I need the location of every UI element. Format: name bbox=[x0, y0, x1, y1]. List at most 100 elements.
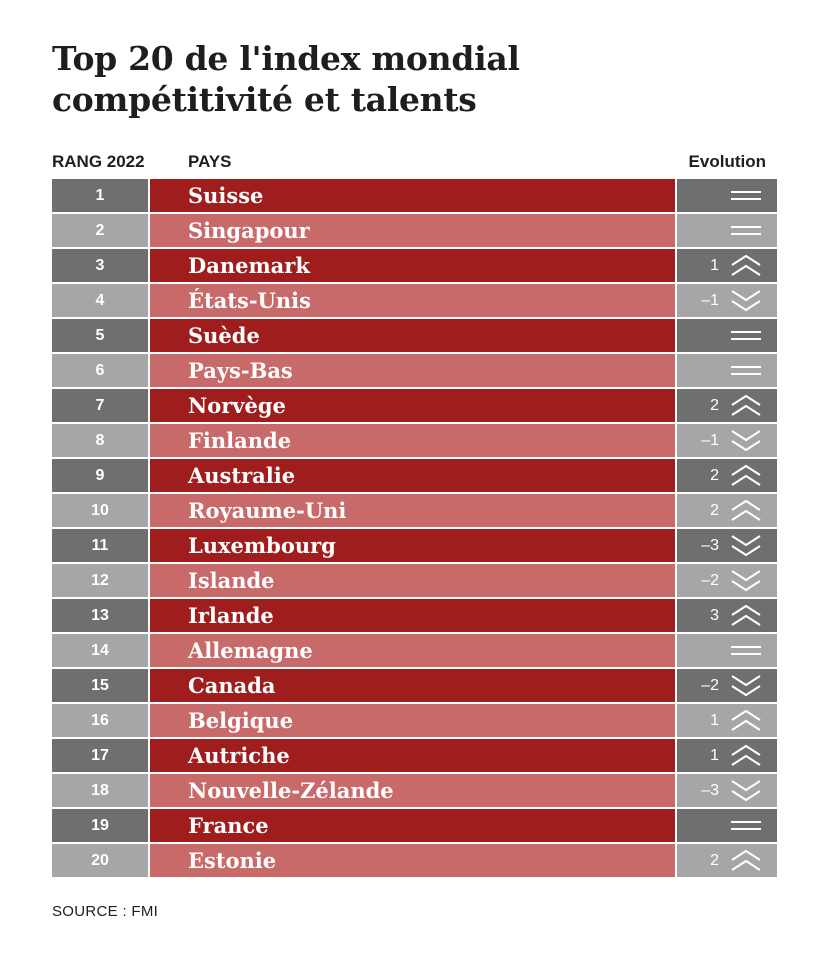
rank-cell: 11 bbox=[52, 529, 148, 562]
table-row: 13 Irlande 3 bbox=[52, 599, 777, 632]
rank-cell: 3 bbox=[52, 249, 148, 282]
chart-title-line-1: Top 20 de l'index mondial bbox=[52, 39, 520, 78]
evolution-value: 2 bbox=[710, 467, 719, 484]
rank-cell: 12 bbox=[52, 564, 148, 597]
header-evolution: Evolution bbox=[688, 152, 766, 171]
evolution-cell: 1 bbox=[677, 739, 777, 772]
evolution-cell bbox=[677, 179, 777, 212]
country-cell: Singapour bbox=[150, 214, 675, 247]
double-chevron-up-icon bbox=[729, 499, 763, 522]
double-chevron-down-icon bbox=[729, 674, 763, 697]
rank-cell: 16 bbox=[52, 704, 148, 737]
rank-cell: 20 bbox=[52, 844, 148, 877]
double-chevron-down-icon bbox=[729, 779, 763, 802]
country-cell: Australie bbox=[150, 459, 675, 492]
double-chevron-up-icon bbox=[729, 464, 763, 487]
evolution-cell: 3 bbox=[677, 599, 777, 632]
double-chevron-down-icon bbox=[729, 569, 763, 592]
table-row: 11 Luxembourg –3 bbox=[52, 529, 777, 562]
evolution-cell: –2 bbox=[677, 564, 777, 597]
table-row: 1 Suisse bbox=[52, 179, 777, 212]
evolution-value: 1 bbox=[710, 712, 719, 729]
rank-cell: 2 bbox=[52, 214, 148, 247]
double-chevron-up-icon bbox=[729, 849, 763, 872]
rank-cell: 7 bbox=[52, 389, 148, 422]
country-cell: États-Unis bbox=[150, 284, 675, 317]
rank-cell: 6 bbox=[52, 354, 148, 387]
country-cell: Norvège bbox=[150, 389, 675, 422]
country-cell: Irlande bbox=[150, 599, 675, 632]
evolution-cell: –1 bbox=[677, 424, 777, 457]
table-row: 15 Canada –2 bbox=[52, 669, 777, 702]
rank-cell: 1 bbox=[52, 179, 148, 212]
evolution-cell: 1 bbox=[677, 249, 777, 282]
evolution-value: –3 bbox=[701, 782, 719, 799]
table-row: 19 France bbox=[52, 809, 777, 842]
evolution-value: –1 bbox=[701, 432, 719, 449]
double-chevron-down-icon bbox=[729, 534, 763, 557]
evolution-cell: 2 bbox=[677, 389, 777, 422]
equal-icon bbox=[729, 184, 763, 207]
double-chevron-down-icon bbox=[729, 289, 763, 312]
rank-cell: 9 bbox=[52, 459, 148, 492]
rank-cell: 19 bbox=[52, 809, 148, 842]
evolution-value: –1 bbox=[701, 292, 719, 309]
evolution-value: –2 bbox=[701, 572, 719, 589]
country-cell: Islande bbox=[150, 564, 675, 597]
country-cell: France bbox=[150, 809, 675, 842]
evolution-cell bbox=[677, 809, 777, 842]
country-cell: Suède bbox=[150, 319, 675, 352]
country-cell: Allemagne bbox=[150, 634, 675, 667]
evolution-cell bbox=[677, 214, 777, 247]
double-chevron-up-icon bbox=[729, 604, 763, 627]
country-cell: Pays-Bas bbox=[150, 354, 675, 387]
table-row: 12 Islande –2 bbox=[52, 564, 777, 597]
chart-title-line-2: compétitivité et talents bbox=[52, 80, 477, 119]
evolution-cell: –2 bbox=[677, 669, 777, 702]
evolution-cell: 2 bbox=[677, 494, 777, 527]
equal-icon bbox=[729, 219, 763, 242]
table-row: 16 Belgique 1 bbox=[52, 704, 777, 737]
double-chevron-up-icon bbox=[729, 254, 763, 277]
table-row: 6 Pays-Bas bbox=[52, 354, 777, 387]
rank-cell: 8 bbox=[52, 424, 148, 457]
country-cell: Luxembourg bbox=[150, 529, 675, 562]
country-cell: Royaume-Uni bbox=[150, 494, 675, 527]
double-chevron-up-icon bbox=[729, 744, 763, 767]
rank-cell: 13 bbox=[52, 599, 148, 632]
rank-cell: 5 bbox=[52, 319, 148, 352]
evolution-cell bbox=[677, 319, 777, 352]
country-cell: Canada bbox=[150, 669, 675, 702]
evolution-cell bbox=[677, 354, 777, 387]
evolution-cell: –1 bbox=[677, 284, 777, 317]
double-chevron-up-icon bbox=[729, 709, 763, 732]
equal-icon bbox=[729, 639, 763, 662]
rank-cell: 15 bbox=[52, 669, 148, 702]
country-cell: Belgique bbox=[150, 704, 675, 737]
evolution-value: –3 bbox=[701, 537, 719, 554]
evolution-cell: 2 bbox=[677, 459, 777, 492]
evolution-value: 2 bbox=[710, 502, 719, 519]
equal-icon bbox=[729, 359, 763, 382]
ranking-table: 1 Suisse 2 Singapour 3 Danemark 1 4 États-Unis –1… bbox=[52, 179, 777, 879]
table-row: 3 Danemark 1 bbox=[52, 249, 777, 282]
table-row: 9 Australie 2 bbox=[52, 459, 777, 492]
header-country: PAYS bbox=[188, 152, 232, 171]
evolution-value: –2 bbox=[701, 677, 719, 694]
country-cell: Danemark bbox=[150, 249, 675, 282]
table-row: 7 Norvège 2 bbox=[52, 389, 777, 422]
country-cell: Nouvelle-Zélande bbox=[150, 774, 675, 807]
table-row: 18 Nouvelle-Zélande –3 bbox=[52, 774, 777, 807]
evolution-value: 2 bbox=[710, 397, 719, 414]
table-row: 2 Singapour bbox=[52, 214, 777, 247]
table-row: 17 Autriche 1 bbox=[52, 739, 777, 772]
evolution-cell: –3 bbox=[677, 774, 777, 807]
country-cell: Finlande bbox=[150, 424, 675, 457]
double-chevron-up-icon bbox=[729, 394, 763, 417]
rank-cell: 17 bbox=[52, 739, 148, 772]
chart-title: Top 20 de l'index mondial compétitivité … bbox=[52, 38, 772, 120]
evolution-cell: 1 bbox=[677, 704, 777, 737]
country-cell: Suisse bbox=[150, 179, 675, 212]
country-cell: Estonie bbox=[150, 844, 675, 877]
